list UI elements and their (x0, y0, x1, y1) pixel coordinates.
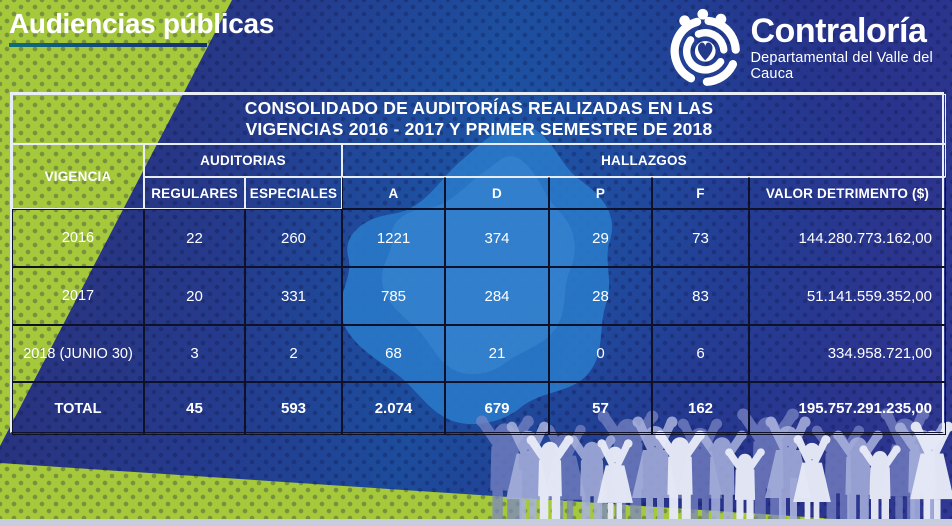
header-valor-detrimento: VALOR DETRIMENTO ($) (749, 177, 946, 209)
contraloria-logo: Contraloría Departamental del Valle del … (664, 4, 952, 92)
logo-subtitle: Departamental del Valle del Cauca (750, 50, 933, 82)
table-cell: 284 (445, 267, 549, 325)
table-title-line2: VIGENCIAS 2016 - 2017 Y PRIMER SEMESTRE … (245, 119, 713, 139)
table-cell: 29 (549, 209, 652, 267)
table-cell: 73 (652, 209, 749, 267)
header-a: A (342, 177, 445, 209)
banner-underline (9, 43, 207, 47)
table-cell: 260 (245, 209, 342, 267)
header-especiales: ESPECIALES (245, 177, 342, 209)
table-cell: 331 (245, 267, 342, 325)
row-label: 2018 (JUNIO 30) (12, 325, 144, 382)
table-cell: 2.074 (342, 382, 445, 435)
header-hallazgos: HALLAZGOS (342, 144, 946, 177)
table-cell: 20 (144, 267, 245, 325)
contraloria-emblem-icon (670, 8, 740, 86)
table-cell: 374 (445, 209, 549, 267)
valle-del-cauca-map-silhouette (340, 124, 613, 425)
table-cell: 162 (652, 382, 749, 435)
table-cell: 57 (549, 382, 652, 435)
table-cell: 45 (144, 382, 245, 435)
row-label: 2017 (12, 267, 144, 325)
table-cell: 51.141.559.352,00 (749, 267, 946, 325)
table-cell: 83 (652, 267, 749, 325)
header-auditorias: AUDITORIAS (144, 144, 342, 177)
banner-title: Audiencias públicas (9, 8, 275, 39)
table-cell: 0 (549, 325, 652, 382)
logo-name: Contraloría (750, 12, 927, 50)
header-regulares: REGULARES (144, 177, 245, 209)
table-cell: 3 (144, 325, 245, 382)
table-cell: 144.280.773.162,00 (749, 209, 946, 267)
banner: Audiencias públicas (9, 8, 274, 47)
header-vigencia: VIGENCIA (12, 144, 144, 209)
row-label: 2016 (12, 209, 144, 267)
table-cell: 22 (144, 209, 245, 267)
header-p: P (549, 177, 652, 209)
header-f: F (652, 177, 749, 209)
table-cell: 195.757.291.235,00 (749, 382, 946, 435)
table-cell: 28 (549, 267, 652, 325)
audit-summary-table: CONSOLIDADO DE AUDITORÍAS REALIZADAS EN … (10, 92, 946, 435)
table-title: CONSOLIDADO DE AUDITORÍAS REALIZADAS EN … (12, 94, 946, 144)
table-cell: 785 (342, 267, 445, 325)
table-cell: 593 (245, 382, 342, 435)
row-label: TOTAL (12, 382, 144, 435)
table-cell: 6 (652, 325, 749, 382)
table-cell: 21 (445, 325, 549, 382)
bottom-edge-strip (0, 519, 952, 526)
header-d: D (445, 177, 549, 209)
table-cell: 679 (445, 382, 549, 435)
table-cell: 334.958.721,00 (749, 325, 946, 382)
table-cell: 2 (245, 325, 342, 382)
table-cell: 1221 (342, 209, 445, 267)
table-cell: 68 (342, 325, 445, 382)
table-title-line1: CONSOLIDADO DE AUDITORÍAS REALIZADAS EN … (244, 98, 714, 118)
